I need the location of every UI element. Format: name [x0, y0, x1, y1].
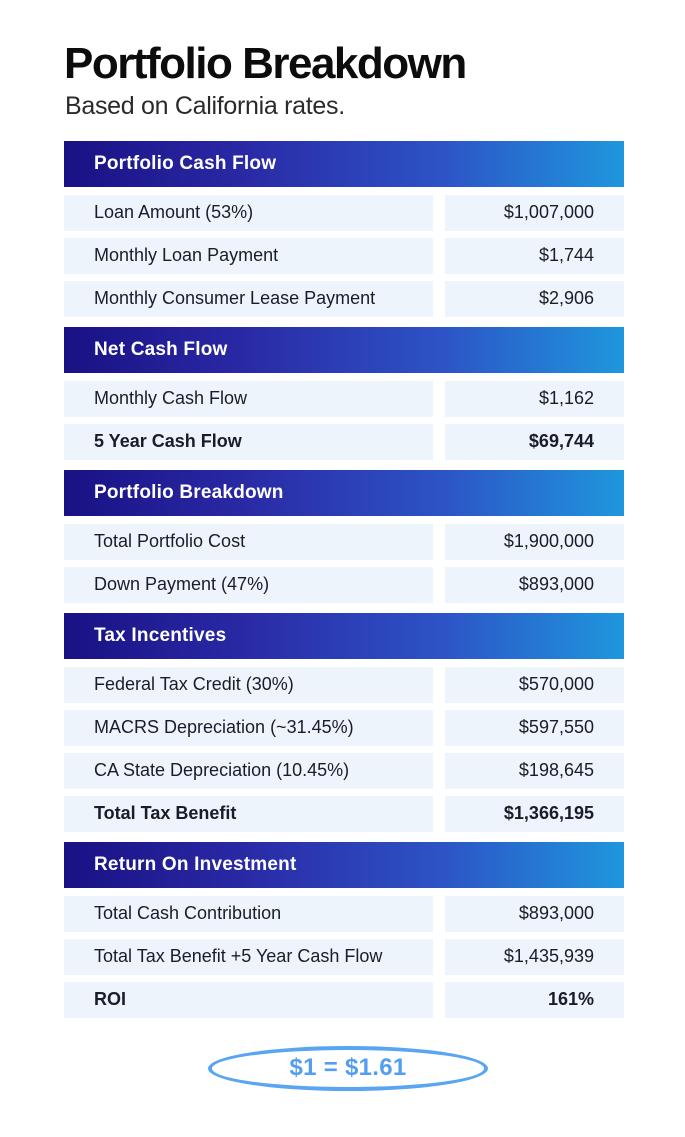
row-label-cell: MACRS Depreciation (~31.45%)	[64, 709, 433, 746]
row-value: $570,000	[518, 674, 594, 694]
table-row: Total Tax Benefit +5 Year Cash Flow $1,4…	[64, 938, 624, 975]
section-rows: Loan Amount (53%) $1,007,000 Monthly Loa…	[64, 194, 624, 317]
table-row: Total Cash Contribution $893,000	[64, 895, 624, 932]
page-title: Portfolio Breakdown	[64, 39, 467, 88]
row-value-cell: $1,744	[445, 237, 624, 274]
section-header: Return On Investment	[64, 841, 624, 888]
row-label-cell: CA State Depreciation (10.45%)	[64, 752, 433, 789]
table-row: 5 Year Cash Flow $69,744	[64, 423, 624, 460]
section-1: Net Cash Flow Monthly Cash Flow $1,162 5…	[64, 326, 624, 460]
row-value-cell: $1,162	[445, 380, 624, 417]
row-label-cell: Monthly Cash Flow	[64, 380, 433, 417]
row-value-cell: $893,000	[445, 566, 624, 603]
row-label-cell: Monthly Consumer Lease Payment	[64, 280, 433, 317]
section-rows: Monthly Cash Flow $1,162 5 Year Cash Flo…	[64, 380, 624, 460]
row-label-cell: Loan Amount (53%)	[64, 194, 433, 231]
row-value-cell: $1,366,195	[445, 795, 624, 832]
row-label-cell: Total Cash Contribution	[64, 895, 433, 932]
table-row: ROI 161%	[64, 981, 624, 1018]
section-rows: Federal Tax Credit (30%) $570,000 MACRS …	[64, 666, 624, 832]
section-header: Tax Incentives	[64, 612, 624, 659]
table-row: Down Payment (47%) $893,000	[64, 566, 624, 603]
row-label: Monthly Loan Payment	[94, 245, 279, 265]
page-subtitle: Based on California rates.	[65, 92, 345, 120]
row-label-cell: Total Portfolio Cost	[64, 523, 433, 560]
row-value-cell: $1,007,000	[445, 194, 624, 231]
row-value: 161%	[547, 989, 594, 1009]
row-value: $1,435,939	[503, 946, 594, 966]
title-block: Portfolio Breakdown Based on California …	[0, 0, 685, 121]
row-label: MACRS Depreciation (~31.45%)	[94, 717, 354, 737]
row-value: $893,000	[518, 574, 594, 594]
table-row: Total Portfolio Cost $1,900,000	[64, 523, 624, 560]
table-row: Monthly Cash Flow $1,162	[64, 380, 624, 417]
section-header-label: Portfolio Breakdown	[94, 481, 284, 503]
row-label: Down Payment (47%)	[94, 574, 270, 594]
row-value-cell: $1,900,000	[445, 523, 624, 560]
row-value: $2,906	[538, 288, 594, 308]
section-header-label: Net Cash Flow	[94, 338, 228, 360]
row-label-cell: Total Tax Benefit +5 Year Cash Flow	[64, 938, 433, 975]
row-label: Loan Amount (53%)	[94, 202, 254, 222]
row-value-cell: $597,550	[445, 709, 624, 746]
conversion-badge-text: $1 = $1.61	[289, 1054, 407, 1081]
row-value-cell: $1,435,939	[445, 938, 624, 975]
table-row: Monthly Consumer Lease Payment $2,906	[64, 280, 624, 317]
row-value: $1,900,000	[503, 531, 594, 551]
table-row: Loan Amount (53%) $1,007,000	[64, 194, 624, 231]
section-rows: Total Portfolio Cost $1,900,000 Down Pay…	[64, 523, 624, 603]
row-label: Total Cash Contribution	[94, 903, 282, 923]
sections-container: Portfolio Cash Flow Loan Amount (53%) $1…	[64, 140, 624, 1018]
section-0: Portfolio Cash Flow Loan Amount (53%) $1…	[64, 140, 624, 317]
section-2: Portfolio Breakdown Total Portfolio Cost…	[64, 469, 624, 603]
table-row: Federal Tax Credit (30%) $570,000	[64, 666, 624, 703]
row-label: Federal Tax Credit (30%)	[94, 674, 294, 694]
table-row: Monthly Loan Payment $1,744	[64, 237, 624, 274]
row-value: $1,366,195	[503, 803, 594, 823]
row-value: $69,744	[528, 431, 594, 451]
row-value-cell: 161%	[445, 981, 624, 1018]
row-value: $1,744	[538, 245, 594, 265]
row-label: 5 Year Cash Flow	[94, 431, 242, 451]
section-header: Portfolio Cash Flow	[64, 140, 624, 187]
row-label-cell: Monthly Loan Payment	[64, 237, 433, 274]
row-value: $198,645	[518, 760, 594, 780]
row-label: ROI	[94, 989, 127, 1009]
table-row: MACRS Depreciation (~31.45%) $597,550	[64, 709, 624, 746]
section-rows: Total Cash Contribution $893,000 Total T…	[64, 895, 624, 1018]
row-value-cell: $570,000	[445, 666, 624, 703]
row-label: Total Tax Benefit +5 Year Cash Flow	[94, 946, 383, 966]
row-label: CA State Depreciation (10.45%)	[94, 760, 350, 780]
row-label-cell: Down Payment (47%)	[64, 566, 433, 603]
row-value: $1,162	[538, 388, 594, 408]
conversion-badge: $1 = $1.61	[208, 1045, 488, 1091]
row-value: $893,000	[518, 903, 594, 923]
row-label: Monthly Cash Flow	[94, 388, 248, 408]
row-label: Monthly Consumer Lease Payment	[94, 288, 376, 308]
section-header-label: Return On Investment	[94, 853, 297, 875]
row-label: Total Tax Benefit	[94, 803, 237, 823]
section-4: Return On Investment Total Cash Contribu…	[64, 841, 624, 1018]
row-value: $597,550	[518, 717, 594, 737]
row-value-cell: $2,906	[445, 280, 624, 317]
row-value-cell: $198,645	[445, 752, 624, 789]
section-header: Portfolio Breakdown	[64, 469, 624, 516]
row-value-cell: $69,744	[445, 423, 624, 460]
section-header-label: Tax Incentives	[94, 624, 227, 646]
row-label-cell: 5 Year Cash Flow	[64, 423, 433, 460]
section-header-label: Portfolio Cash Flow	[94, 152, 277, 174]
table-row: CA State Depreciation (10.45%) $198,645	[64, 752, 624, 789]
row-value: $1,007,000	[503, 202, 594, 222]
row-label-cell: Total Tax Benefit	[64, 795, 433, 832]
row-value-cell: $893,000	[445, 895, 624, 932]
section-header: Net Cash Flow	[64, 326, 624, 373]
row-label: Total Portfolio Cost	[94, 531, 246, 551]
row-label-cell: Federal Tax Credit (30%)	[64, 666, 433, 703]
row-label-cell: ROI	[64, 981, 433, 1018]
table-row: Total Tax Benefit $1,366,195	[64, 795, 624, 832]
section-3: Tax Incentives Federal Tax Credit (30%) …	[64, 612, 624, 832]
